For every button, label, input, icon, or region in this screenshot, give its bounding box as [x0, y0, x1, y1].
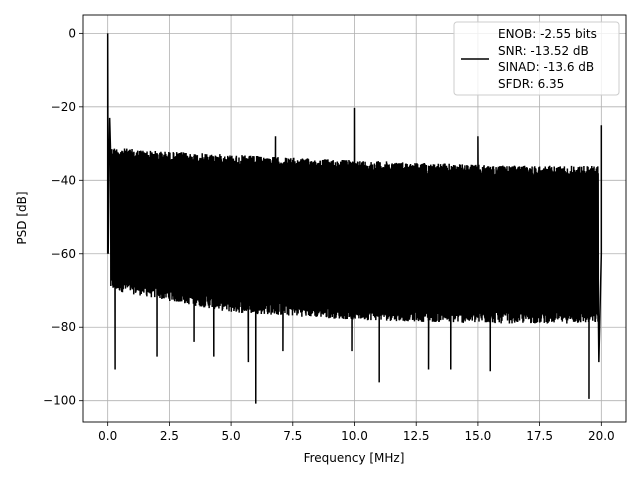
y-tick-label: −100 — [43, 394, 76, 408]
legend-box — [453, 21, 620, 96]
x-tick-label: 15.0 — [465, 429, 492, 443]
x-axis-label: Frequency [MHz] — [304, 451, 405, 465]
legend: ENOB: -2.55 bits SNR: -13.52 dB SINAD: -… — [453, 21, 620, 96]
x-tick-label: 5.0 — [222, 429, 241, 443]
legend-entry-sinad: SINAD: -13.6 dB — [498, 60, 594, 74]
y-axis-label: PSD [dB] — [15, 191, 29, 244]
legend-entry-snr: SNR: -13.52 dB — [498, 44, 589, 58]
y-axis-ticks: 0 −20 −40 −60 −80 −100 — [43, 26, 83, 408]
x-tick-label: 7.5 — [283, 429, 302, 443]
y-tick-label: −60 — [51, 247, 76, 261]
x-tick-label: 20.0 — [588, 429, 615, 443]
x-axis-ticks: 0.0 2.5 5.0 7.5 10.0 12.5 15.0 17.5 20.0 — [98, 422, 615, 443]
series-trace — [106, 33, 603, 404]
x-tick-label: 0.0 — [98, 429, 117, 443]
y-tick-label: −40 — [51, 173, 76, 187]
legend-entry-sfdr: SFDR: 6.35 — [498, 77, 564, 91]
x-tick-label: 10.0 — [341, 429, 368, 443]
y-tick-label: 0 — [68, 26, 76, 40]
x-tick-label: 2.5 — [160, 429, 179, 443]
x-tick-label: 17.5 — [526, 429, 553, 443]
y-tick-label: −20 — [51, 100, 76, 114]
legend-entry-enob: ENOB: -2.55 bits — [498, 27, 597, 41]
y-tick-label: −80 — [51, 320, 76, 334]
psd-trace-line — [106, 33, 603, 404]
x-tick-label: 12.5 — [403, 429, 430, 443]
